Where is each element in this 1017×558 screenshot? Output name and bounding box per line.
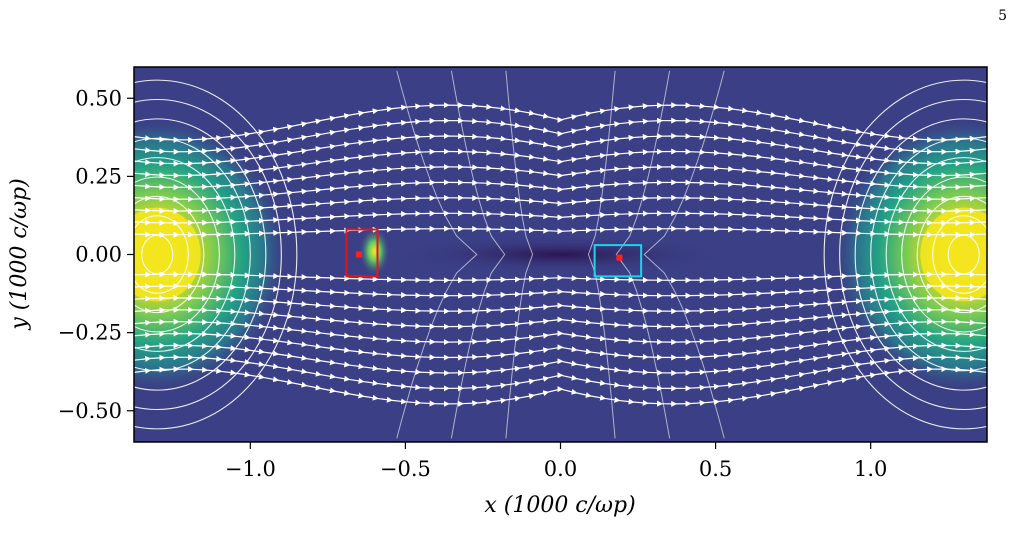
region-markers — [345, 228, 643, 278]
x-axis-label: x (1000 c/ωp) — [484, 493, 635, 518]
page-number: 5 — [998, 8, 1007, 24]
x-tick-label-3: 0.5 — [699, 457, 732, 481]
plasmoid-blob — [358, 226, 390, 277]
x-axis: −1.0 −0.5 0.0 0.5 1.0 — [225, 442, 887, 481]
island-loop-1-1 — [947, 234, 980, 275]
y-axis-label: y (1000 c/ωp) — [7, 178, 32, 330]
island-loop-1-2 — [932, 215, 987, 294]
inflow-line--3 — [396, 70, 478, 439]
island-loop-0-3 — [134, 195, 205, 314]
streamlines — [134, 70, 987, 439]
y-tick-label-4: −0.50 — [58, 399, 122, 423]
streamline-14 — [134, 210, 987, 226]
island-loop-0-5 — [134, 157, 236, 352]
island-loop-0-1 — [141, 234, 174, 275]
marker-point-1 — [616, 254, 623, 261]
island-core-1 — [920, 207, 987, 302]
island-loop-0-2 — [134, 215, 189, 294]
island-loop-0-7 — [134, 118, 267, 391]
inflow-line--2 — [450, 70, 506, 439]
streamline-15 — [134, 283, 987, 299]
inflow-line--1 — [505, 70, 534, 439]
island-loop-0-9 — [134, 79, 298, 430]
x-tick-label-4: 1.0 — [854, 457, 887, 481]
inflow-line-2 — [615, 70, 671, 439]
streamline-10 — [134, 179, 987, 203]
island-loop-1-8 — [839, 98, 987, 411]
y-tick-label-3: −0.25 — [58, 321, 122, 345]
streamline-17 — [134, 271, 987, 284]
marker-point-0 — [355, 251, 362, 258]
island-loop-1-3 — [916, 195, 987, 314]
inflow-line-1 — [587, 70, 616, 439]
y-tick-label-0: 0.50 — [75, 86, 122, 110]
island-loop-0-6 — [134, 137, 251, 372]
marker-box-1 — [593, 244, 643, 278]
x-tick-label-0: −1.0 — [225, 457, 276, 481]
streamline-16 — [134, 225, 987, 238]
current-sheet — [389, 235, 732, 274]
island-loop-1-9 — [823, 79, 987, 430]
streamline-13 — [134, 294, 987, 315]
x-tick-label-1: −0.5 — [380, 457, 431, 481]
island-loop-1-4 — [901, 176, 987, 333]
marker-box-0 — [345, 228, 379, 278]
y-axis: 0.50 0.25 0.00 −0.25 −0.50 — [58, 86, 134, 423]
y-tick-label-2: 0.00 — [75, 243, 122, 267]
x-tick-label-2: 0.0 — [544, 457, 577, 481]
island-loop-1-6 — [870, 137, 987, 372]
island-loop-0-4 — [134, 176, 220, 333]
streamline-12 — [134, 194, 987, 215]
island-core-0 — [134, 207, 201, 302]
inflow-line-3 — [643, 70, 725, 439]
streamline-11 — [134, 306, 987, 330]
y-tick-label-1: 0.25 — [75, 164, 122, 188]
island-loop-1-7 — [854, 118, 987, 391]
island-loop-0-8 — [134, 98, 282, 411]
island-loop-1-5 — [885, 157, 987, 352]
